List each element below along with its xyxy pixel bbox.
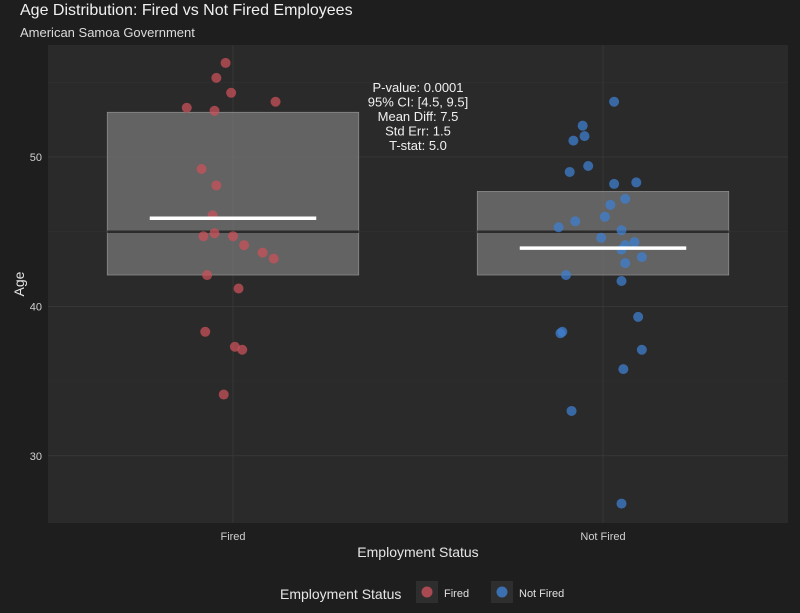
points-layer xyxy=(181,57,647,509)
data-point-fired xyxy=(200,326,211,337)
annotation-line: Std Err: 1.5 xyxy=(385,124,451,139)
annotation-line: 95% CI: [4.5, 9.5] xyxy=(368,95,468,110)
data-point-fired xyxy=(181,102,192,113)
data-point-fired xyxy=(233,283,244,294)
data-point-fired xyxy=(237,344,248,355)
legend-swatch-not-fired xyxy=(496,586,508,598)
data-point-not-fired xyxy=(555,328,566,339)
data-point-not-fired xyxy=(616,276,627,287)
chart-title: Age Distribution: Fired vs Not Fired Emp… xyxy=(20,2,353,19)
x-axis-label: Employment Status xyxy=(357,544,478,560)
data-point-not-fired xyxy=(561,270,571,281)
data-point-fired xyxy=(220,57,231,68)
data-point-not-fired xyxy=(570,216,581,227)
data-point-fired xyxy=(268,253,279,264)
data-point-fired xyxy=(198,231,209,242)
box-fired xyxy=(106,111,360,276)
data-point-fired xyxy=(211,72,222,83)
x-tick-label-not-fired: Not Fired xyxy=(580,531,625,543)
data-point-fired xyxy=(228,231,238,242)
annotation-line: Mean Diff: 7.5 xyxy=(378,109,459,124)
data-point-fired xyxy=(209,228,220,239)
data-point-not-fired xyxy=(620,258,631,269)
data-point-not-fired xyxy=(636,252,647,263)
data-point-not-fired xyxy=(609,178,620,189)
data-point-not-fired xyxy=(599,211,610,222)
legend-swatch-fired xyxy=(421,586,433,598)
data-point-not-fired xyxy=(583,160,594,171)
y-tick-label: 30 xyxy=(30,451,42,463)
data-point-fired xyxy=(226,87,237,98)
data-point-fired xyxy=(209,105,220,116)
legend: Employment Status Fired Not Fired xyxy=(280,581,564,603)
data-point-not-fired xyxy=(568,135,579,146)
box-layer xyxy=(106,111,730,276)
legend-title: Employment Status xyxy=(280,586,401,602)
y-axis-label: Age xyxy=(11,271,27,296)
y-axis-ticks: 30 40 50 xyxy=(30,152,42,463)
data-point-fired xyxy=(211,180,222,191)
data-point-not-fired xyxy=(609,96,620,107)
data-point-not-fired xyxy=(633,311,644,322)
data-point-fired xyxy=(196,163,207,174)
chart-subtitle: American Samoa Government xyxy=(20,25,195,40)
data-point-not-fired xyxy=(616,498,627,509)
x-axis-ticks: Fired Not Fired xyxy=(220,531,625,543)
data-point-not-fired xyxy=(596,232,607,243)
data-point-not-fired xyxy=(631,177,642,188)
data-point-fired xyxy=(218,389,229,400)
data-point-not-fired xyxy=(577,120,588,131)
data-point-not-fired xyxy=(553,222,564,233)
data-point-not-fired xyxy=(579,131,590,142)
legend-label-not-fired: Not Fired xyxy=(519,588,564,600)
data-point-not-fired xyxy=(618,364,629,375)
data-point-not-fired xyxy=(564,166,575,177)
data-point-not-fired xyxy=(629,237,640,248)
y-tick-label: 50 xyxy=(30,152,42,164)
data-point-not-fired xyxy=(620,193,631,204)
annotation-line: T-stat: 5.0 xyxy=(389,138,447,153)
data-point-fired xyxy=(239,240,250,251)
legend-label-fired: Fired xyxy=(444,588,469,600)
data-point-not-fired xyxy=(566,405,577,416)
data-point-fired xyxy=(257,247,268,258)
data-point-not-fired xyxy=(605,199,616,210)
stats-annotation: P-value: 0.0001 95% CI: [4.5, 9.5] Mean Di… xyxy=(368,80,468,153)
annotation-line: P-value: 0.0001 xyxy=(372,80,463,95)
x-tick-label-fired: Fired xyxy=(220,531,245,543)
data-point-not-fired xyxy=(636,344,647,355)
mean-lines-layer xyxy=(149,216,687,250)
data-point-not-fired xyxy=(616,225,627,236)
y-tick-label: 40 xyxy=(30,301,42,313)
data-point-fired xyxy=(202,270,213,281)
data-point-fired xyxy=(270,96,281,107)
legend-entries: Fired Not Fired xyxy=(416,581,564,603)
